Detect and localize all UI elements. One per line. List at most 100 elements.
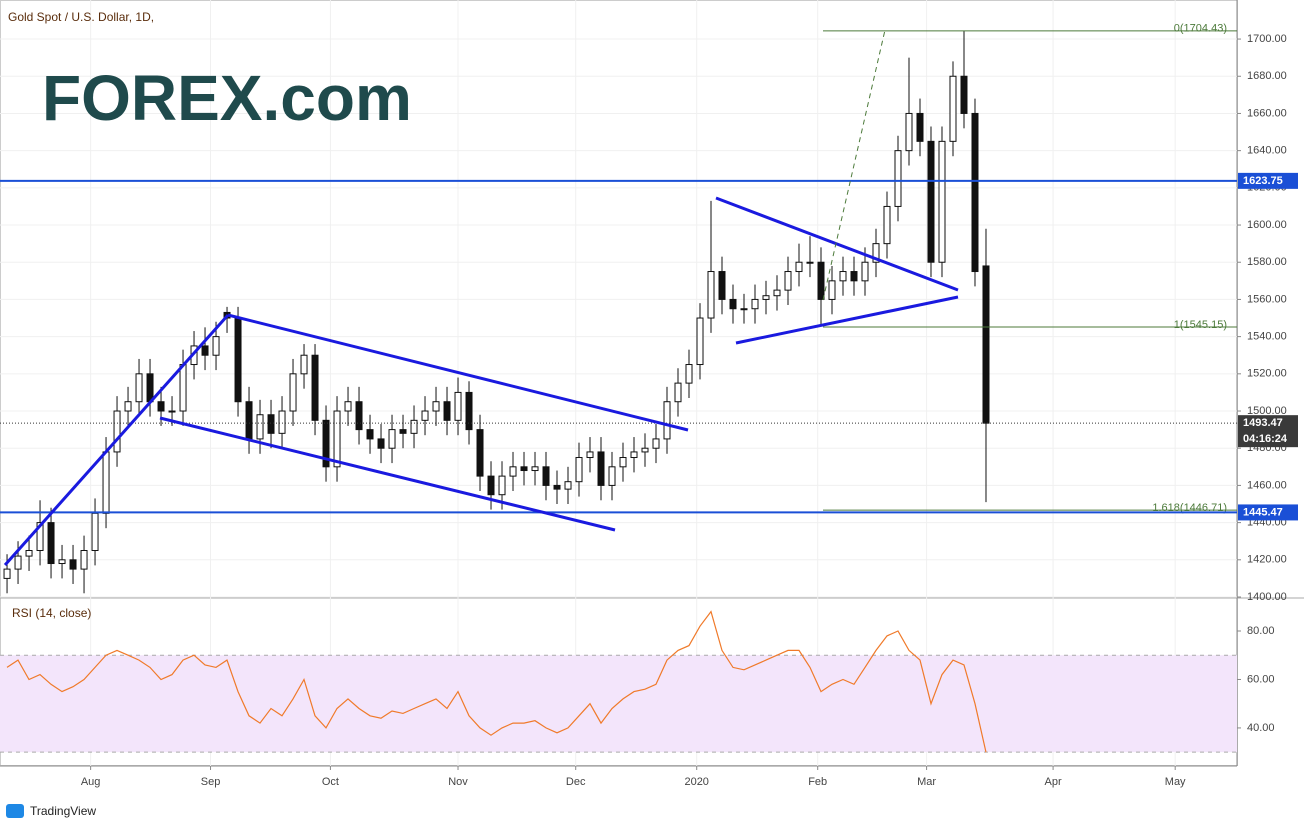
x-tick-label: Apr [1045,776,1062,788]
candle-body [597,451,605,486]
candle-body [168,410,176,413]
candle-body [476,429,484,477]
brand: TradingView [6,804,96,818]
y-tick-label: 1660.00 [1247,107,1287,119]
candle-body [311,354,319,421]
candle-body [685,364,693,384]
candle-body [729,298,737,310]
candle-body [355,401,363,431]
y-tick-label: 1640.00 [1247,145,1287,157]
candle-body [861,261,869,282]
candle-body [542,466,550,486]
price-tag-label: 1623.75 [1243,175,1283,187]
candle-body [784,271,792,291]
fib-label: 0(1704.43) [1174,23,1227,35]
x-tick-label: Dec [566,776,586,788]
x-tick-label: Oct [322,776,339,788]
y-tick-label: 1520.00 [1247,368,1287,380]
x-tick-label: Mar [917,776,936,788]
candle-body [938,140,946,263]
trend-line [227,313,689,432]
candle-body [531,466,539,472]
candle-body [905,112,913,152]
candle-body [69,559,77,570]
candle-body [344,401,352,412]
y-tick-label: 1560.00 [1247,293,1287,305]
candle-body [487,475,495,496]
candle-body [91,512,99,552]
candle-body [36,522,44,552]
candle-body [850,271,858,282]
candle-body [135,373,143,403]
rsi-title: RSI (14, close) [12,606,91,620]
candle-body [388,429,396,449]
candle-body [421,410,429,421]
rsi-band [0,655,1237,753]
y-tick-label: 1680.00 [1247,70,1287,82]
candle-body [58,559,66,565]
candle-body [399,429,407,434]
price-tag-label: 1493.47 [1243,417,1283,429]
candle-body [982,265,990,424]
candle-body [817,261,825,300]
x-tick-label: Sep [201,776,221,788]
candle-body [146,373,154,403]
chart-title: Gold Spot / U.S. Dollar, 1D, [8,10,154,24]
candle-body [410,419,418,434]
candle-body [25,550,33,557]
candle-body [102,451,110,514]
candle-body [256,414,264,440]
y-tick-label: 1580.00 [1247,256,1287,268]
candle-body [234,317,242,403]
brand-icon [6,804,24,818]
candle-body [509,466,517,477]
candle-body [179,364,187,412]
trend-lines [3,29,959,566]
candle-body [795,261,803,273]
candle-body [619,457,627,468]
candle-body [872,243,880,263]
trend-line [159,416,616,532]
price-tag [1238,415,1298,448]
x-tick-label: Feb [808,776,827,788]
trend-line [715,196,959,292]
candle-body [300,354,308,375]
candle-body [366,429,374,440]
candle-body [718,271,726,300]
candle-body [828,280,836,300]
candle-body [212,336,220,356]
candle-body [454,391,462,421]
candle-body [608,466,616,486]
candle-body [14,555,22,570]
candle-body [883,205,891,245]
logo: FOREX.com [42,62,412,134]
y-tick-label: 40.00 [1247,722,1275,734]
y-tick-label: 1400.00 [1247,591,1287,603]
series-layer: 1400.001420.001440.001460.001480.001500.… [0,23,1298,788]
candle-body [322,419,330,468]
fib-label: 1(1545.15) [1174,319,1227,331]
brand-name: TradingView [30,804,96,818]
price-tag [1238,172,1298,189]
candle-body [564,481,572,490]
candle-body [278,410,286,434]
x-tick-label: Nov [448,776,468,788]
candle-body [113,410,121,453]
candle-body [3,568,11,579]
y-tick-label: 1540.00 [1247,331,1287,343]
candle-body [894,150,902,207]
candle-body [465,391,473,431]
y-tick-label: 1600.00 [1247,219,1287,231]
y-tick-label: 1420.00 [1247,554,1287,566]
candle-body [80,550,88,570]
candle-body [47,522,55,565]
candle-body [971,112,979,273]
candle-body [586,451,594,459]
candle-body [927,140,935,263]
x-tick-label: May [1165,776,1186,788]
candle-body [696,317,704,366]
candle-body [949,75,957,142]
candle-body [553,484,561,490]
